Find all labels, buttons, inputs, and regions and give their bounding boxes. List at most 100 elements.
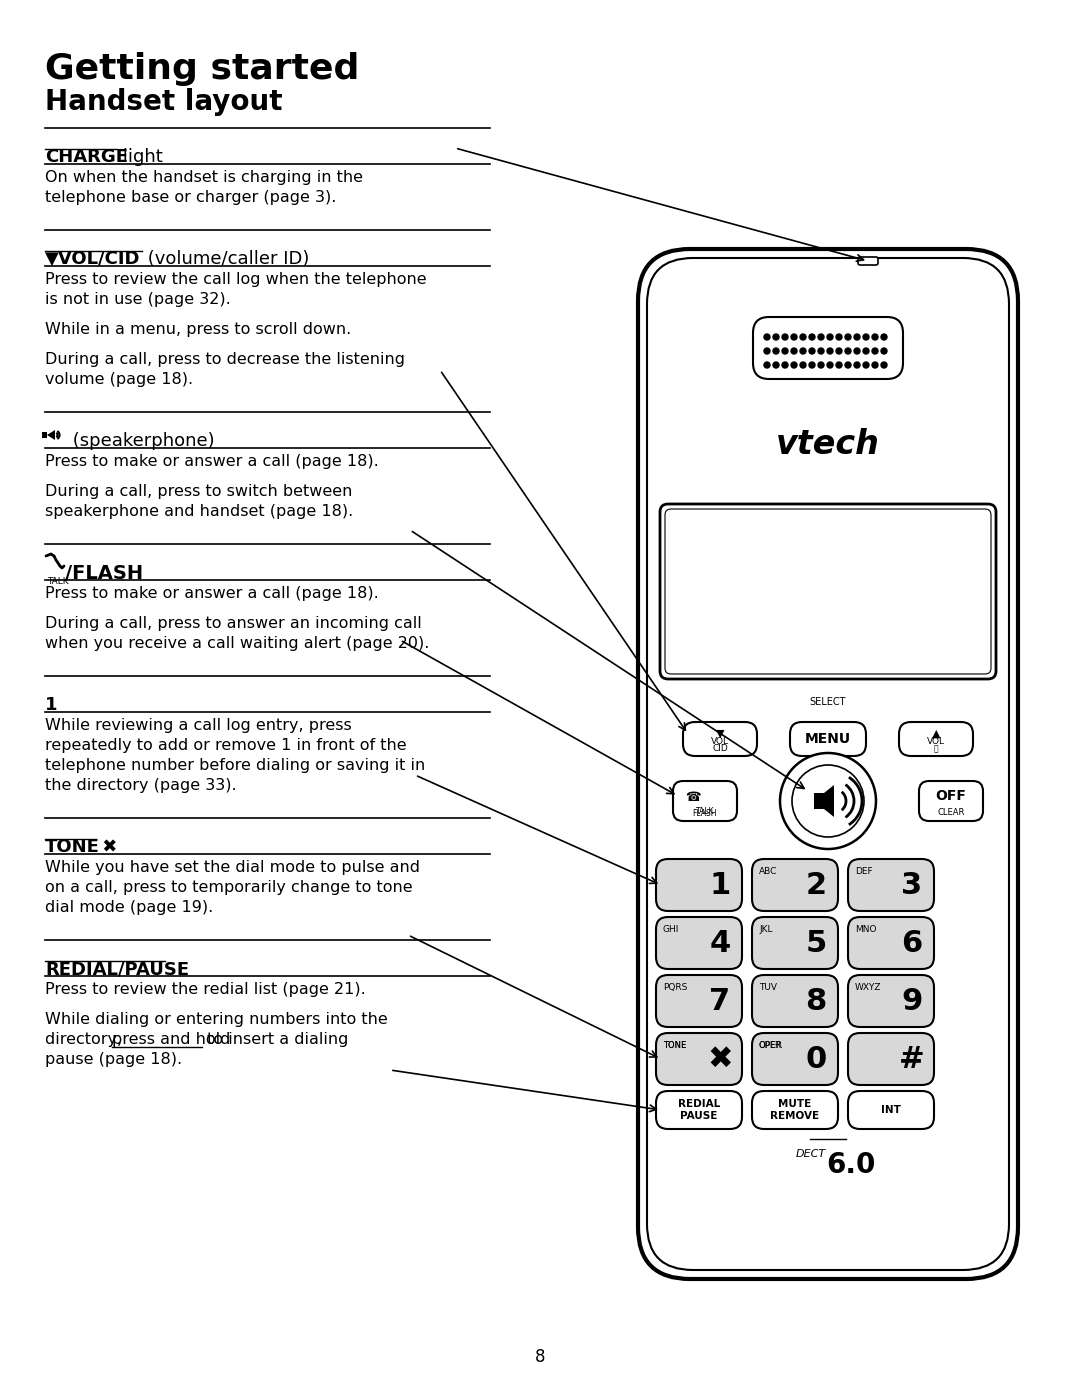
Circle shape [827, 348, 833, 354]
Text: TUV: TUV [759, 983, 777, 993]
Text: Getting started: Getting started [45, 52, 360, 86]
Text: Press to make or answer a call (page 18).: Press to make or answer a call (page 18)… [45, 585, 379, 601]
Text: telephone base or charger (page 3).: telephone base or charger (page 3). [45, 190, 336, 205]
Text: VOL: VOL [927, 737, 945, 746]
Circle shape [791, 335, 797, 340]
FancyBboxPatch shape [683, 722, 757, 756]
Text: On when the handset is charging in the: On when the handset is charging in the [45, 170, 363, 185]
Text: MNO: MNO [855, 926, 877, 934]
Circle shape [800, 348, 806, 354]
Text: SELECT: SELECT [810, 697, 847, 707]
Text: 7: 7 [710, 987, 730, 1015]
Text: 6: 6 [902, 928, 922, 958]
Text: 3: 3 [902, 870, 922, 899]
Circle shape [827, 335, 833, 340]
Text: volume (page 18).: volume (page 18). [45, 372, 193, 388]
FancyBboxPatch shape [848, 1092, 934, 1129]
Text: 0: 0 [806, 1044, 826, 1073]
Text: directory,: directory, [45, 1032, 127, 1047]
Text: GHI: GHI [663, 926, 679, 934]
FancyBboxPatch shape [752, 1033, 838, 1085]
Text: light: light [117, 148, 163, 166]
FancyBboxPatch shape [656, 1092, 742, 1129]
FancyBboxPatch shape [752, 859, 838, 912]
Text: TONE: TONE [663, 1041, 686, 1050]
Text: pause (page 18).: pause (page 18). [45, 1052, 183, 1066]
Text: PQRS: PQRS [663, 983, 687, 993]
Text: ▼: ▼ [716, 729, 725, 739]
Text: when you receive a call waiting alert (page 20).: when you receive a call waiting alert (p… [45, 636, 430, 651]
Circle shape [809, 348, 815, 354]
Text: MUTE
REMOVE: MUTE REMOVE [770, 1100, 820, 1121]
Text: While you have set the dial mode to pulse and: While you have set the dial mode to puls… [45, 860, 420, 875]
Circle shape [773, 362, 779, 368]
FancyBboxPatch shape [919, 781, 983, 821]
Text: FLASH: FLASH [692, 809, 717, 818]
Circle shape [836, 335, 842, 340]
Circle shape [818, 335, 824, 340]
Text: (volume/caller ID): (volume/caller ID) [141, 250, 309, 268]
Text: REDIAL/PAUSE: REDIAL/PAUSE [45, 960, 189, 979]
Circle shape [872, 348, 878, 354]
FancyBboxPatch shape [660, 505, 996, 679]
Text: 8: 8 [535, 1348, 545, 1366]
Text: TONE: TONE [663, 1041, 686, 1050]
Circle shape [827, 362, 833, 368]
Text: CHARGE: CHARGE [45, 148, 129, 166]
Polygon shape [48, 429, 55, 441]
Circle shape [792, 765, 864, 836]
Text: dial mode (page 19).: dial mode (page 19). [45, 901, 213, 914]
Text: 9: 9 [902, 987, 922, 1015]
Text: WXYZ: WXYZ [855, 983, 881, 993]
Text: 📖: 📖 [934, 744, 939, 753]
Text: Press to review the redial list (page 21).: Press to review the redial list (page 21… [45, 981, 366, 997]
Text: During a call, press to switch between: During a call, press to switch between [45, 484, 352, 499]
Polygon shape [814, 785, 834, 817]
Text: TONE: TONE [45, 838, 99, 856]
Circle shape [854, 348, 860, 354]
Text: DECT: DECT [796, 1149, 826, 1158]
Circle shape [791, 348, 797, 354]
Circle shape [881, 348, 887, 354]
FancyBboxPatch shape [656, 859, 742, 912]
Text: VOL: VOL [711, 737, 729, 746]
Circle shape [854, 335, 860, 340]
Circle shape [872, 335, 878, 340]
Circle shape [800, 362, 806, 368]
Text: to insert a dialing: to insert a dialing [202, 1032, 349, 1047]
Text: (speakerphone): (speakerphone) [67, 432, 215, 450]
Text: While in a menu, press to scroll down.: While in a menu, press to scroll down. [45, 322, 351, 337]
Text: ▲: ▲ [932, 729, 941, 739]
Circle shape [764, 362, 770, 368]
Circle shape [791, 362, 797, 368]
Circle shape [845, 362, 851, 368]
FancyBboxPatch shape [789, 722, 866, 756]
FancyBboxPatch shape [656, 917, 742, 969]
Text: CID: CID [712, 744, 728, 753]
Text: 6.0: 6.0 [826, 1151, 876, 1179]
Circle shape [863, 348, 869, 354]
Text: 1: 1 [45, 696, 57, 714]
Circle shape [845, 335, 851, 340]
Circle shape [809, 362, 815, 368]
Text: OFF: OFF [935, 789, 967, 803]
Text: While reviewing a call log entry, press: While reviewing a call log entry, press [45, 718, 352, 733]
Circle shape [782, 335, 788, 340]
Circle shape [773, 335, 779, 340]
Circle shape [773, 348, 779, 354]
Text: During a call, press to decrease the listening: During a call, press to decrease the lis… [45, 353, 405, 367]
Circle shape [863, 335, 869, 340]
Text: Press to review the call log when the telephone: Press to review the call log when the te… [45, 272, 427, 287]
Text: CLEAR: CLEAR [937, 809, 964, 817]
Text: 4: 4 [710, 928, 731, 958]
FancyBboxPatch shape [752, 917, 838, 969]
Circle shape [836, 348, 842, 354]
Circle shape [863, 362, 869, 368]
Circle shape [881, 362, 887, 368]
Text: Handset layout: Handset layout [45, 88, 283, 116]
Text: MENU: MENU [805, 732, 851, 746]
FancyBboxPatch shape [656, 974, 742, 1027]
FancyBboxPatch shape [899, 722, 973, 756]
Text: Press to make or answer a call (page 18).: Press to make or answer a call (page 18)… [45, 454, 379, 468]
Text: INT: INT [881, 1105, 901, 1115]
